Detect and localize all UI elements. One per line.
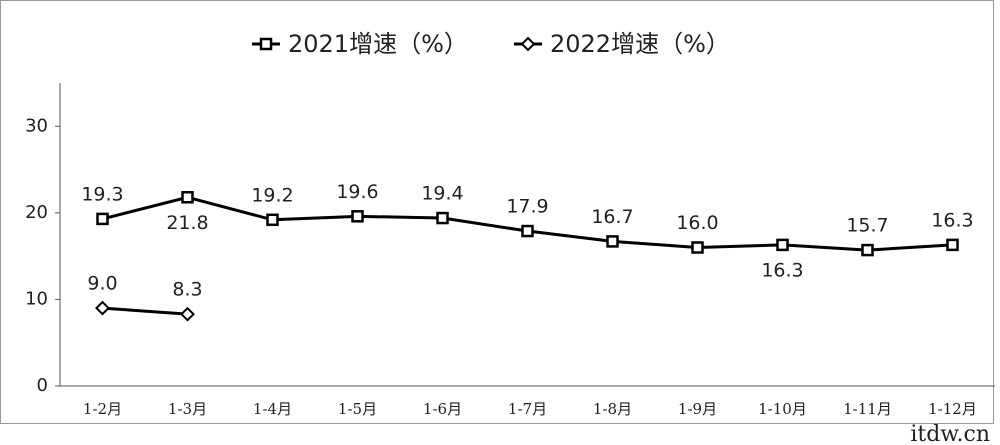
- x-tick-label: 1-8月: [593, 400, 632, 418]
- x-tick-label: 1-7月: [508, 400, 547, 418]
- data-label: 8.3: [172, 279, 202, 301]
- marker: [95, 300, 110, 316]
- marker: [691, 241, 704, 254]
- x-tick-label: 1-9月: [678, 400, 717, 418]
- marker: [259, 37, 273, 51]
- marker: [861, 243, 874, 257]
- marker: [96, 212, 109, 226]
- data-label: 19.6: [336, 181, 378, 203]
- y-tick-label: 10: [25, 288, 48, 309]
- data-label: 15.7: [846, 215, 888, 237]
- data-label: 16.7: [591, 206, 633, 228]
- legend-label: 2022增速（%）: [550, 30, 730, 58]
- data-label: 16.0: [676, 212, 718, 234]
- marker: [946, 238, 959, 252]
- marker: [180, 306, 195, 322]
- data-label: 16.3: [761, 259, 803, 281]
- watermark: itdw.cn: [910, 422, 990, 445]
- series-line: [102, 306, 188, 316]
- marker: [520, 36, 536, 52]
- x-tick-label: 1-3月: [168, 400, 207, 418]
- marker: [776, 238, 789, 252]
- chart-border: [0, 0, 994, 424]
- marker: [181, 191, 194, 204]
- data-label: 17.9: [506, 196, 548, 218]
- x-tick-label: 1-11月: [843, 400, 892, 418]
- data-label: 21.8: [166, 212, 208, 234]
- x-tick-label: 1-12月: [928, 400, 977, 418]
- y-tick-label: 0: [37, 375, 48, 396]
- y-tick-label: 20: [25, 202, 48, 223]
- x-tick-label: 1-4月: [253, 400, 292, 418]
- data-label: 16.3: [931, 209, 973, 231]
- x-tick-label: 1-2月: [83, 400, 122, 418]
- marker: [606, 235, 619, 248]
- marker: [521, 224, 534, 238]
- data-label: 19.4: [421, 183, 463, 205]
- y-tick-label: 30: [25, 115, 48, 136]
- data-label: 19.3: [81, 183, 123, 205]
- marker: [351, 210, 364, 223]
- x-tick-label: 1-10月: [758, 400, 807, 418]
- marker: [436, 211, 449, 225]
- legend-label: 2021增速（%）: [288, 30, 468, 58]
- data-label: 19.2: [251, 184, 293, 206]
- x-tick-label: 1-6月: [423, 400, 462, 418]
- x-tick-label: 1-5月: [338, 400, 377, 418]
- data-label: 9.0: [87, 273, 117, 295]
- marker: [266, 213, 279, 227]
